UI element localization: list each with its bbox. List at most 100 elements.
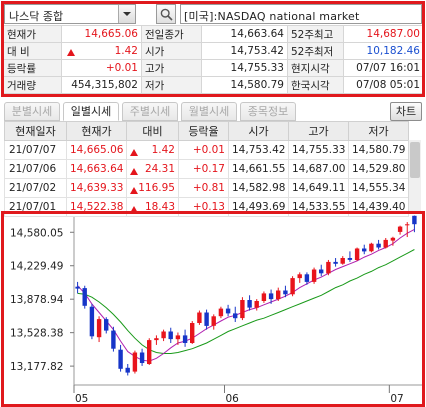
x-tick-label: 07: [390, 393, 403, 405]
tab-4[interactable]: 종목정보: [240, 102, 296, 121]
quote-value: 1.42: [61, 42, 142, 60]
candle-body: [118, 349, 123, 369]
column-header[interactable]: 현재일자: [4, 121, 67, 141]
cell-close: 14,663.64: [66, 159, 127, 179]
chevron-down-icon[interactable]: [118, 5, 135, 23]
tab-bar: 분별시세 일별시세 주별시세 월별시세 종목정보 차트: [4, 102, 422, 121]
candle-body: [247, 300, 252, 308]
candle-body: [190, 323, 195, 343]
candle-body: [89, 306, 95, 337]
column-header[interactable]: 고가: [288, 121, 349, 141]
table-row[interactable]: 21/07/02 14,639.33 116.95 +0.81 14,582.98 14,…: [4, 178, 409, 198]
candlestick-chart[interactable]: 14,580.05 14,229.49 13,878.94 13,528.38 13,1…: [2, 213, 424, 407]
candle-body: [225, 308, 231, 314]
table-row[interactable]: 21/07/07 14,665.06 1.42 +0.01 14,753.42 14,75…: [4, 140, 409, 160]
scrollbar-thumb[interactable]: [410, 142, 420, 178]
search-button[interactable]: [156, 4, 176, 24]
up-arrow-icon: [130, 206, 138, 213]
table-row[interactable]: 21/07/06 14,663.64 24.31 +0.17 14,661.55 14,6…: [4, 159, 409, 179]
candle-body: [383, 239, 388, 248]
change-value: 24.31: [144, 163, 175, 175]
up-arrow-icon: [130, 187, 138, 194]
candle-body: [240, 300, 245, 319]
symbol-text: [미국]:NASDAQ national market: [184, 10, 360, 23]
tab-0[interactable]: 분별시세: [4, 102, 60, 121]
candle-body: [218, 308, 224, 317]
chart-highlight-frame: [1, 211, 425, 407]
cell-close: 14,639.33: [66, 178, 127, 198]
candle-body: [82, 288, 87, 306]
candle-body: [139, 352, 145, 363]
candle-body: [412, 215, 417, 225]
candle-body: [311, 269, 317, 282]
candle-body: [283, 290, 288, 295]
quote-label: 저가: [141, 76, 202, 94]
quote-label: 현지시각: [287, 59, 344, 77]
y-tick-label: 13,177.82: [10, 361, 63, 373]
candle-body: [125, 367, 130, 373]
candle-body: [168, 331, 173, 340]
tab-1[interactable]: 일별시세: [63, 102, 119, 121]
tab-3[interactable]: 월별시세: [181, 102, 237, 121]
y-tick-label: 13,878.94: [10, 294, 64, 306]
candle-body: [197, 312, 202, 323]
cell-low: 14,529.80: [348, 159, 409, 179]
cell-low: 14,580.79: [348, 140, 409, 160]
candle-body: [326, 261, 331, 274]
candle-body: [96, 319, 102, 338]
quote-label: 현재가: [3, 25, 62, 43]
candle-body: [405, 224, 410, 226]
up-arrow-icon: [130, 149, 138, 156]
quote-label: 한국시각: [287, 76, 344, 94]
candle-body: [397, 226, 403, 232]
cell-rate: +0.17: [178, 159, 229, 179]
y-tick-label: 14,580.05: [10, 227, 63, 239]
candle-body: [175, 335, 181, 340]
quote-label: 52주최고: [287, 25, 344, 43]
chart-canvas: 14,580.05 14,229.49 13,878.94 13,528.38 13,1…: [10, 215, 424, 405]
search-bar: 나스닥 종합 [미국]:NASDAQ national market: [4, 4, 422, 24]
candle-body: [154, 338, 159, 341]
quote-value-text: 1.42: [114, 45, 138, 57]
cell-date: 21/07/07: [4, 140, 67, 160]
candle-body: [304, 274, 310, 282]
candle-body: [182, 335, 188, 343]
candle-body: [340, 258, 345, 264]
candle-body: [319, 269, 324, 274]
cell-change: 1.42: [126, 140, 179, 160]
column-header[interactable]: 현재가: [66, 121, 127, 141]
tab-2[interactable]: 주별시세: [122, 102, 178, 121]
quote-label: 대 비: [3, 42, 62, 60]
column-header[interactable]: 대비: [126, 121, 179, 141]
column-header[interactable]: 등락율: [178, 121, 229, 141]
x-tick-label: 05: [75, 393, 88, 405]
cell-open: 14,753.42: [228, 140, 289, 160]
candle-body: [376, 243, 381, 248]
market-select[interactable]: 나스닥 종합: [4, 4, 136, 24]
cell-high: 14,687.00: [288, 159, 349, 179]
candle-body: [276, 290, 281, 300]
cell-close: 14,665.06: [66, 140, 127, 160]
candle-body: [333, 261, 338, 264]
cell-open: 14,582.98: [228, 178, 289, 198]
quote-row: 거래량 454,315,802 저가 14,580.79 한국시각 07/08 05:01: [3, 76, 424, 94]
quote-highlight-frame: [1, 1, 425, 97]
change-value: 1.42: [151, 144, 175, 156]
quote-value: 14,665.06: [61, 25, 142, 43]
chart-button[interactable]: 차트: [390, 102, 422, 121]
up-arrow-icon: [130, 168, 138, 175]
quote-value: 07/08 05:01: [343, 76, 424, 94]
quote-value: 10,182.46: [343, 42, 424, 60]
x-tick-label: 06: [226, 393, 240, 405]
y-tick-label: 14,229.49: [10, 261, 63, 273]
candle-body: [390, 237, 396, 241]
candle-body: [233, 313, 238, 319]
candle-body: [111, 330, 116, 349]
column-header[interactable]: 저가: [348, 121, 409, 141]
candle-body: [204, 312, 209, 326]
cell-date: 21/07/02: [4, 178, 67, 198]
column-header[interactable]: 시가: [228, 121, 289, 141]
daily-table-scrollbar[interactable]: [408, 140, 421, 212]
candle-body: [290, 278, 295, 295]
candle-body: [75, 286, 80, 289]
